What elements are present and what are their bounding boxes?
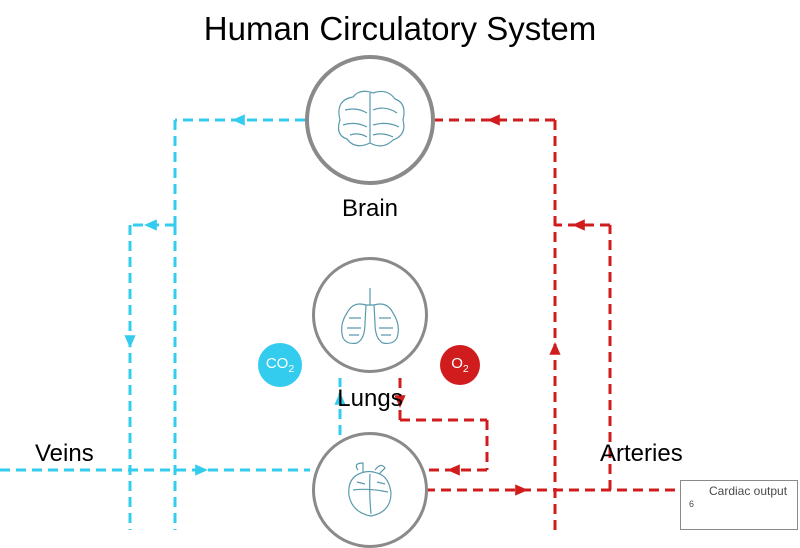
brain-label: Brain bbox=[342, 195, 398, 223]
o2-text: O2 bbox=[451, 355, 469, 375]
co2-text: CO2 bbox=[266, 355, 294, 375]
lungs-organ bbox=[312, 257, 428, 373]
brain-organ bbox=[305, 55, 435, 185]
veins-label: Veins bbox=[35, 440, 94, 468]
brain-icon bbox=[325, 85, 415, 155]
arteries-label: Arteries bbox=[600, 440, 683, 468]
co2-badge: CO2 bbox=[258, 343, 302, 387]
heart-icon bbox=[333, 458, 408, 523]
diagram-title: Human Circulatory System bbox=[204, 10, 596, 48]
chart-title: Cardiac output bbox=[709, 484, 787, 498]
o2-badge: O2 bbox=[440, 345, 480, 385]
lungs-icon bbox=[333, 283, 408, 348]
heart-organ bbox=[312, 432, 428, 548]
chart-ytick: 6 bbox=[689, 499, 694, 509]
lungs-label: Lungs bbox=[337, 385, 402, 413]
cardiac-output-chart: Cardiac output 6 bbox=[680, 480, 798, 530]
